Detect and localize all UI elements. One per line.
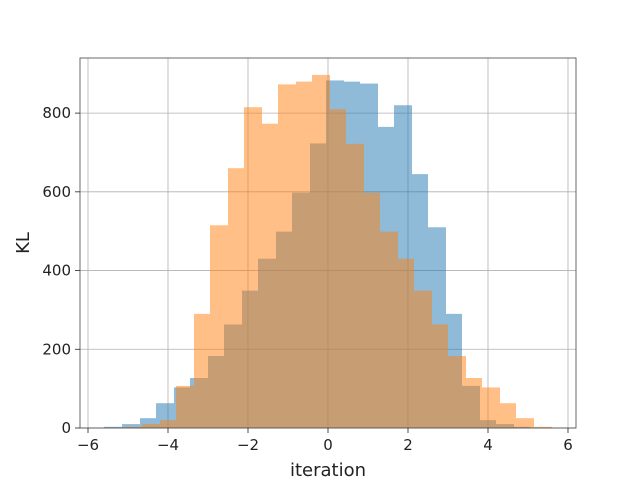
histogram-bar-series-2 bbox=[448, 355, 466, 428]
histogram-bar-series-2 bbox=[398, 258, 414, 428]
histogram-bar-series-2 bbox=[330, 109, 346, 428]
x-axis-label: iteration bbox=[290, 460, 366, 480]
histogram-bar-series-2 bbox=[414, 290, 432, 428]
histogram-bar-series-2 bbox=[244, 107, 262, 429]
histogram-bar-series-2 bbox=[228, 168, 244, 428]
histogram-bar-series-2 bbox=[432, 324, 448, 428]
x-tick-label: −6 bbox=[77, 436, 99, 454]
x-tick-label: −2 bbox=[237, 436, 259, 454]
histogram-bar-series-2 bbox=[262, 123, 278, 428]
histogram-bar-series-2 bbox=[346, 143, 364, 428]
histogram-bar-series-1 bbox=[122, 424, 140, 428]
y-axis-label: KL bbox=[13, 232, 34, 254]
histogram-bar-series-2 bbox=[534, 426, 552, 428]
y-tick-label: 0 bbox=[61, 419, 71, 437]
histogram-bar-series-2 bbox=[500, 403, 516, 428]
histogram-bar-series-2 bbox=[296, 81, 312, 429]
histogram-bar-series-2 bbox=[176, 385, 194, 428]
x-tick-label: −4 bbox=[157, 436, 179, 454]
histogram-bar-series-2 bbox=[126, 426, 142, 428]
histogram-bar-series-2 bbox=[364, 192, 380, 428]
histogram-bar-series-2 bbox=[142, 424, 160, 428]
y-tick-label: 600 bbox=[42, 183, 71, 201]
x-tick-label: 4 bbox=[483, 436, 493, 454]
x-tick-label: 0 bbox=[323, 436, 333, 454]
x-tick-label: 6 bbox=[563, 436, 573, 454]
histogram-bar-series-2 bbox=[160, 420, 176, 428]
histogram-bar-series-2 bbox=[194, 313, 210, 428]
histogram-bar-series-2 bbox=[312, 74, 330, 428]
histogram-bar-series-2 bbox=[380, 231, 398, 428]
histogram-bar-series-2 bbox=[516, 418, 534, 428]
x-tick-label: 2 bbox=[403, 436, 413, 454]
histogram-bar-series-2 bbox=[210, 225, 228, 428]
y-tick-label: 400 bbox=[42, 262, 71, 280]
histogram-bar-series-2 bbox=[466, 378, 482, 428]
histogram-bar-series-2 bbox=[482, 387, 500, 428]
bars bbox=[104, 74, 552, 429]
ticks: −6 −4 −2 0 2 4 6 0 200 400 600 800 bbox=[42, 104, 572, 454]
y-tick-label: 800 bbox=[42, 104, 71, 122]
histogram-bar-series-1 bbox=[140, 418, 156, 428]
histogram-bar-series-2 bbox=[278, 84, 296, 428]
histogram-bar-series-1 bbox=[104, 426, 122, 428]
y-tick-label: 200 bbox=[42, 340, 71, 358]
